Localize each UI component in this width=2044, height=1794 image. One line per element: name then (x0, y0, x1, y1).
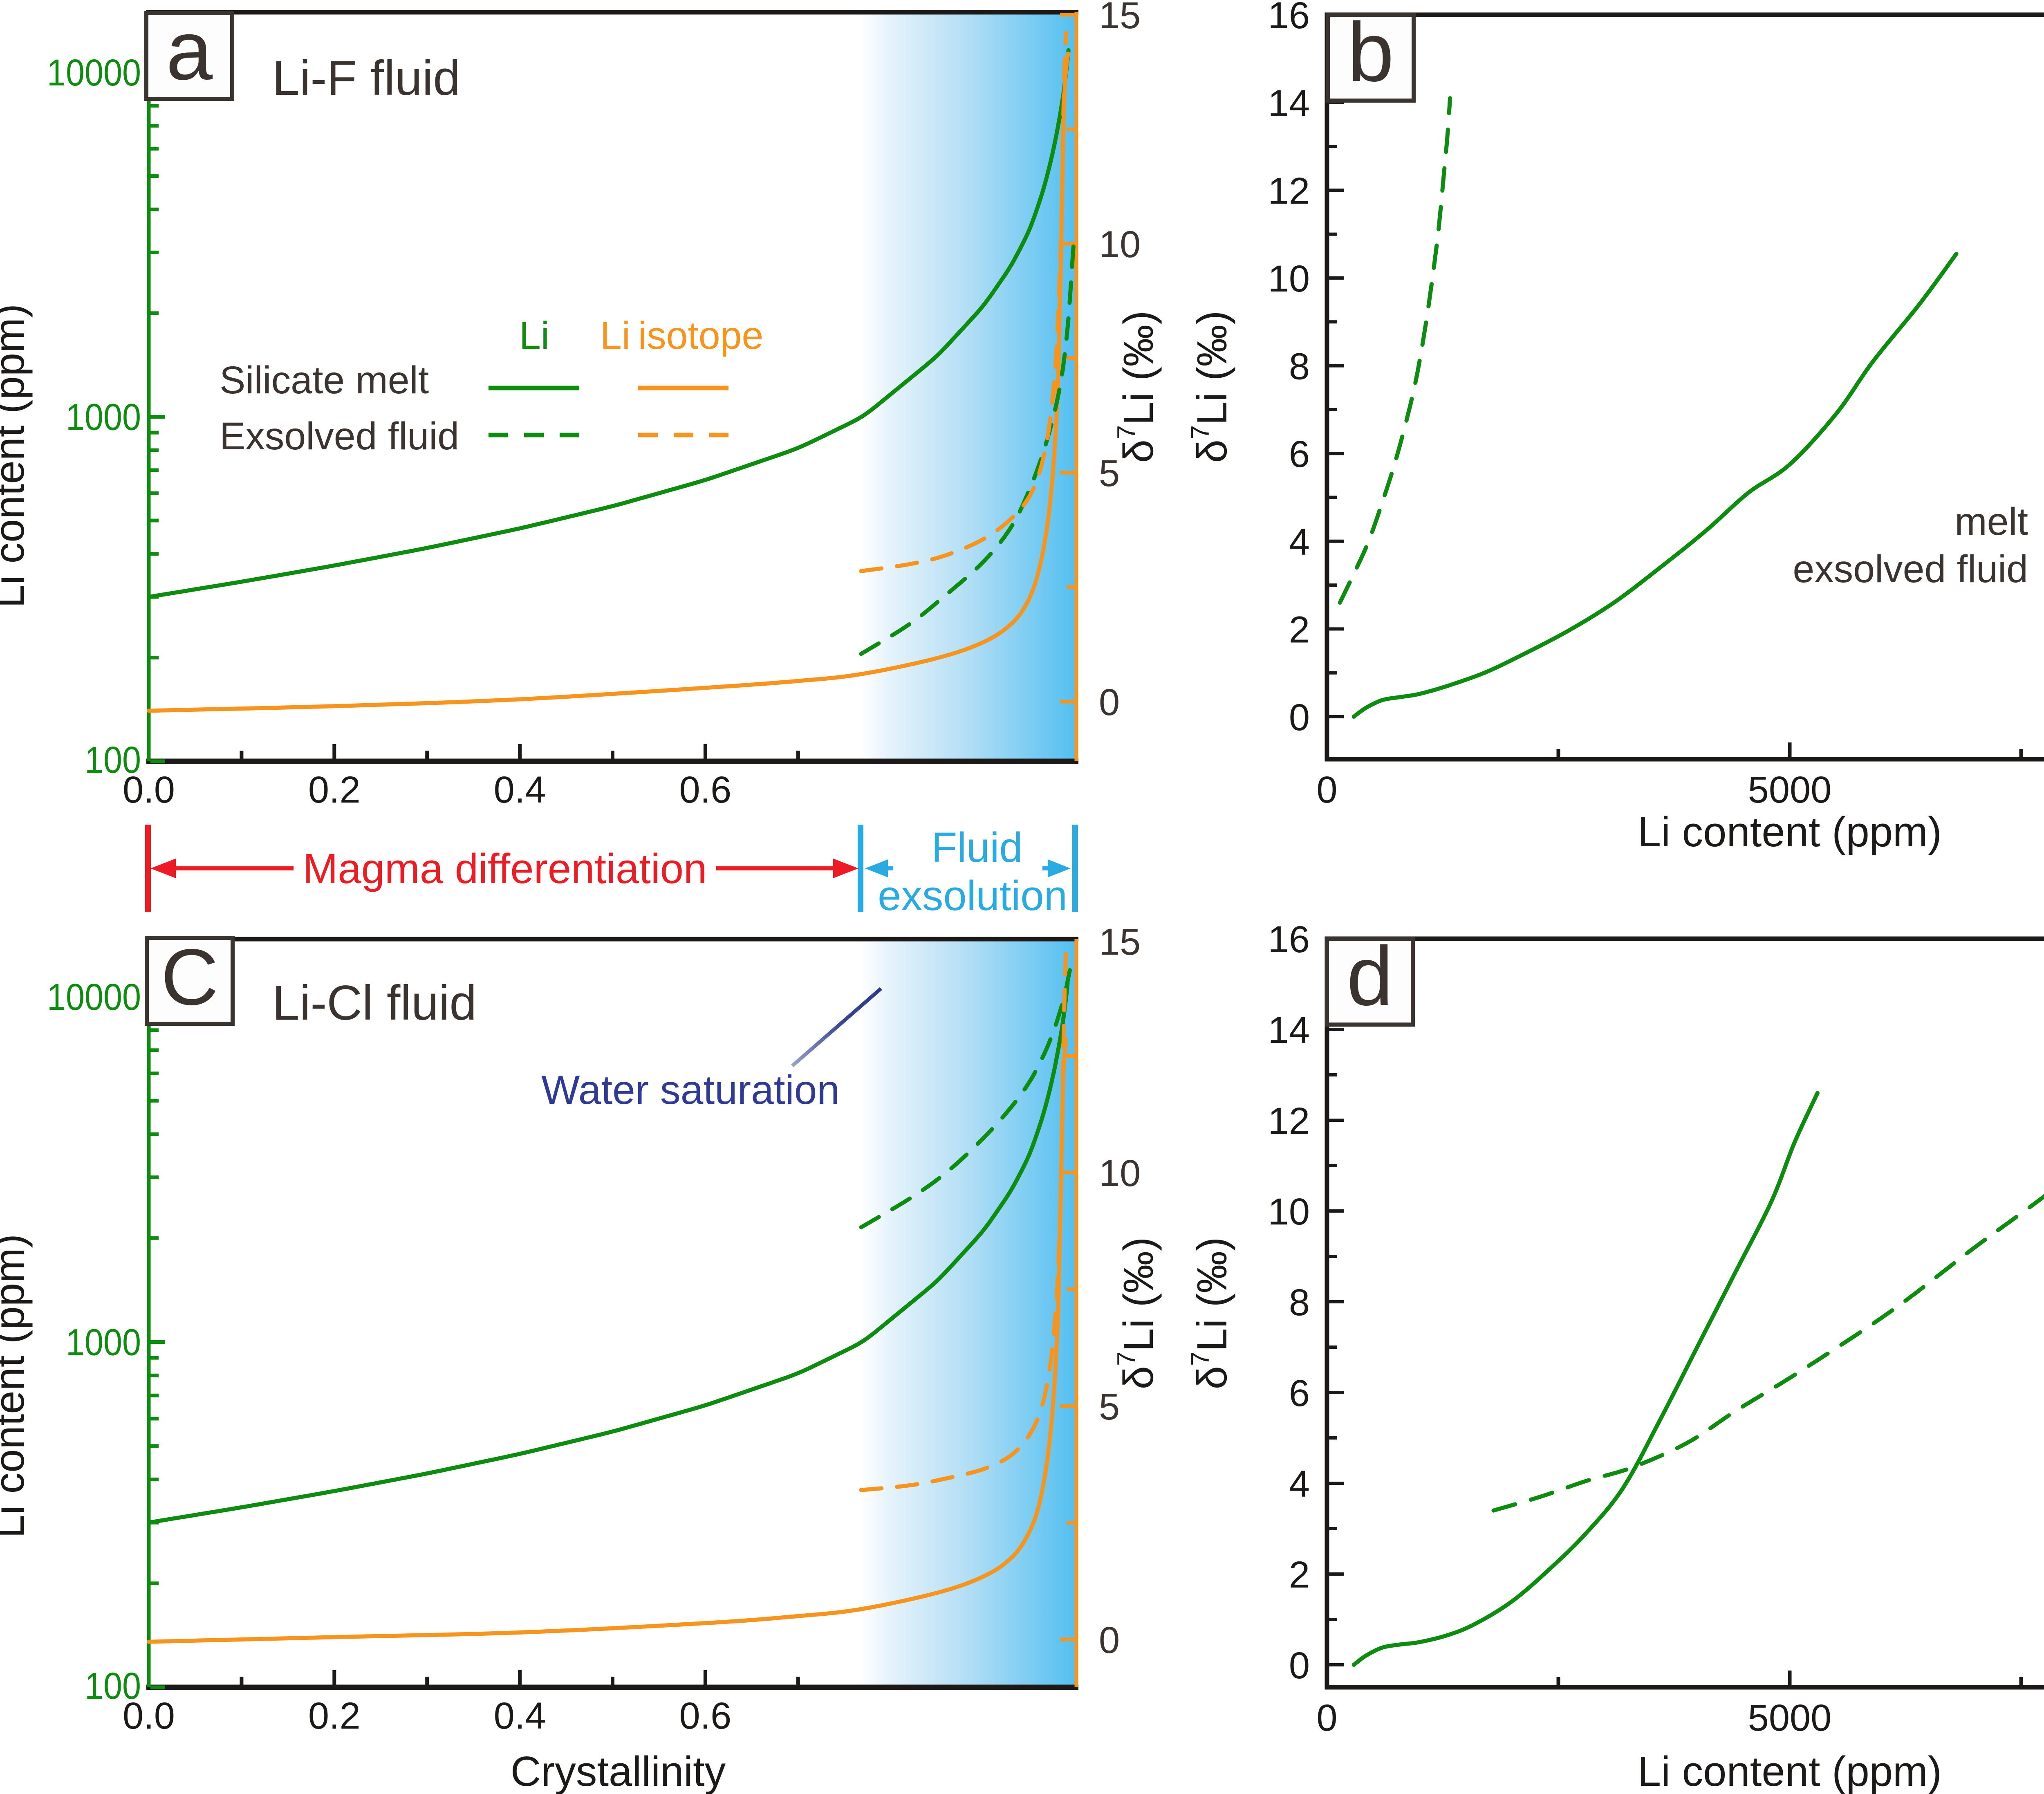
svg-text:δ7Li (‰): δ7Li (‰) (1186, 1237, 1235, 1390)
svg-text:δ7Li (‰): δ7Li (‰) (1112, 1237, 1162, 1390)
svg-text:Water saturation: Water saturation (541, 1067, 840, 1113)
svg-text:0: 0 (1289, 1645, 1310, 1686)
svg-text:melt: melt (1955, 500, 2028, 543)
svg-text:Li content (ppm): Li content (ppm) (1638, 1748, 1942, 1794)
svg-text:b: b (1347, 5, 1394, 99)
svg-text:0: 0 (1289, 697, 1310, 738)
svg-text:8: 8 (1289, 1282, 1310, 1323)
svg-text:5000: 5000 (1748, 1697, 1832, 1739)
svg-text:16: 16 (1268, 0, 1310, 36)
svg-text:14: 14 (1268, 83, 1310, 124)
svg-text:14: 14 (1268, 1009, 1310, 1051)
svg-text:1000: 1000 (66, 1322, 141, 1363)
svg-text:0.0: 0.0 (123, 769, 175, 811)
svg-text:10: 10 (1099, 224, 1141, 265)
svg-text:10000: 10000 (47, 52, 141, 94)
svg-text:0.2: 0.2 (308, 1695, 361, 1737)
svg-text:6: 6 (1289, 433, 1310, 475)
svg-text:0.0: 0.0 (123, 1695, 175, 1737)
svg-text:4: 4 (1289, 521, 1310, 563)
svg-text:6: 6 (1289, 1372, 1310, 1414)
svg-text:0: 0 (1099, 1619, 1120, 1661)
svg-text:5000: 5000 (1748, 769, 1832, 811)
svg-text:0.4: 0.4 (494, 1695, 546, 1737)
svg-text:0.6: 0.6 (679, 769, 731, 811)
svg-text:16: 16 (1268, 919, 1310, 960)
svg-text:δ7Li (‰): δ7Li (‰) (1112, 311, 1162, 463)
svg-text:Li-Cl fluid: Li-Cl fluid (272, 975, 477, 1030)
svg-text:0.2: 0.2 (308, 769, 361, 811)
svg-text:Magma differentiation: Magma differentiation (303, 845, 707, 892)
svg-text:100: 100 (85, 1665, 141, 1707)
svg-text:Li isotope: Li isotope (600, 314, 763, 357)
svg-text:5: 5 (1099, 453, 1120, 494)
svg-text:0.4: 0.4 (494, 769, 546, 811)
svg-text:δ7Li (‰): δ7Li (‰) (1186, 311, 1235, 463)
svg-text:12: 12 (1268, 170, 1310, 212)
svg-text:Li-F fluid: Li-F fluid (272, 51, 460, 105)
svg-text:0.6: 0.6 (679, 1695, 731, 1737)
svg-text:2: 2 (1289, 609, 1310, 650)
svg-text:C: C (161, 933, 219, 1022)
svg-text:8: 8 (1289, 346, 1310, 388)
svg-text:d: d (1347, 929, 1393, 1023)
svg-text:0: 0 (1316, 1697, 1337, 1739)
svg-text:2: 2 (1289, 1554, 1310, 1596)
svg-text:1000: 1000 (66, 397, 141, 438)
svg-text:0: 0 (1099, 682, 1120, 723)
svg-text:Silicate melt: Silicate melt (220, 359, 429, 402)
svg-text:10: 10 (1268, 258, 1310, 300)
svg-text:0: 0 (1316, 769, 1337, 811)
svg-text:Exsolved fluid: Exsolved fluid (220, 415, 459, 458)
svg-text:5: 5 (1099, 1386, 1120, 1428)
svg-text:exsolved fluid: exsolved fluid (1793, 547, 2028, 591)
svg-text:15: 15 (1099, 921, 1141, 963)
svg-text:Li: Li (519, 314, 549, 357)
svg-text:Li content (ppm): Li content (ppm) (0, 304, 33, 608)
svg-text:a: a (166, 4, 213, 97)
svg-text:10: 10 (1099, 1153, 1141, 1194)
svg-text:10000: 10000 (47, 976, 141, 1018)
svg-text:Fluid: Fluid (931, 824, 1022, 871)
svg-text:4: 4 (1289, 1463, 1310, 1505)
svg-text:Li content (ppm): Li content (ppm) (1638, 808, 1942, 855)
svg-text:12: 12 (1268, 1100, 1310, 1142)
svg-text:100: 100 (85, 739, 141, 781)
svg-text:10: 10 (1268, 1191, 1310, 1233)
svg-text:15: 15 (1099, 0, 1141, 36)
svg-text:Li content (ppm): Li content (ppm) (0, 1234, 33, 1538)
svg-text:Crystallinity: Crystallinity (511, 1748, 726, 1794)
svg-text:exsolution: exsolution (878, 872, 1067, 919)
